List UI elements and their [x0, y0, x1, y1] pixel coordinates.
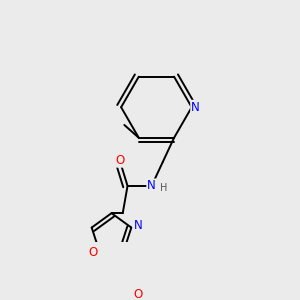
Text: H: H	[160, 182, 167, 193]
Text: N: N	[191, 101, 200, 114]
Text: O: O	[115, 154, 124, 167]
Text: N: N	[134, 220, 142, 232]
Text: O: O	[88, 246, 98, 259]
Text: O: O	[134, 288, 143, 300]
Text: N: N	[147, 179, 156, 192]
